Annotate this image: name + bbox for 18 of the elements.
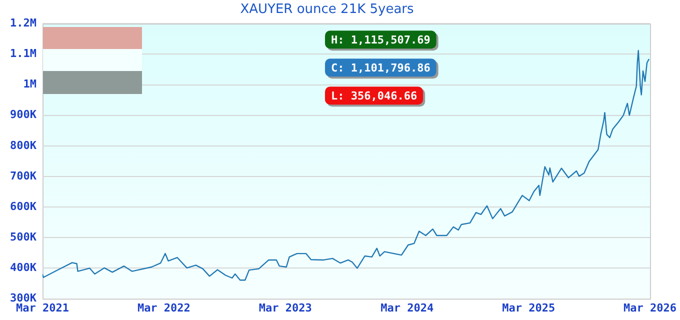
y-tick-label: 600K bbox=[10, 200, 37, 213]
y-tick-label: 1M bbox=[23, 78, 37, 91]
x-tick-label: Mar 2023 bbox=[258, 301, 312, 314]
x-tick-label: Mar 2024 bbox=[380, 301, 434, 314]
y-tick-label: 900K bbox=[10, 108, 37, 122]
annotation: C: 1,101,796.86 bbox=[330, 61, 431, 74]
chart-title: XAUYER ounce 21K 5years bbox=[240, 2, 414, 18]
x-tick-label: Mar 2026 bbox=[624, 301, 677, 314]
y-tick-label: 800K bbox=[10, 138, 37, 152]
y-tick-label: 1.2M bbox=[10, 16, 37, 30]
x-tick-label: Mar 2025 bbox=[502, 301, 556, 314]
y-tick-label: 1.1M bbox=[10, 47, 37, 60]
x-tick-label: Mar 2022 bbox=[137, 301, 190, 314]
y-tick-label: 400K bbox=[10, 261, 37, 274]
annotation: H: 1,115,507.69 bbox=[330, 33, 430, 46]
annotation: L: 356,046.66 bbox=[330, 89, 418, 102]
y-tick-label: 700K bbox=[10, 169, 37, 182]
y-tick-label: 500K bbox=[10, 230, 37, 244]
